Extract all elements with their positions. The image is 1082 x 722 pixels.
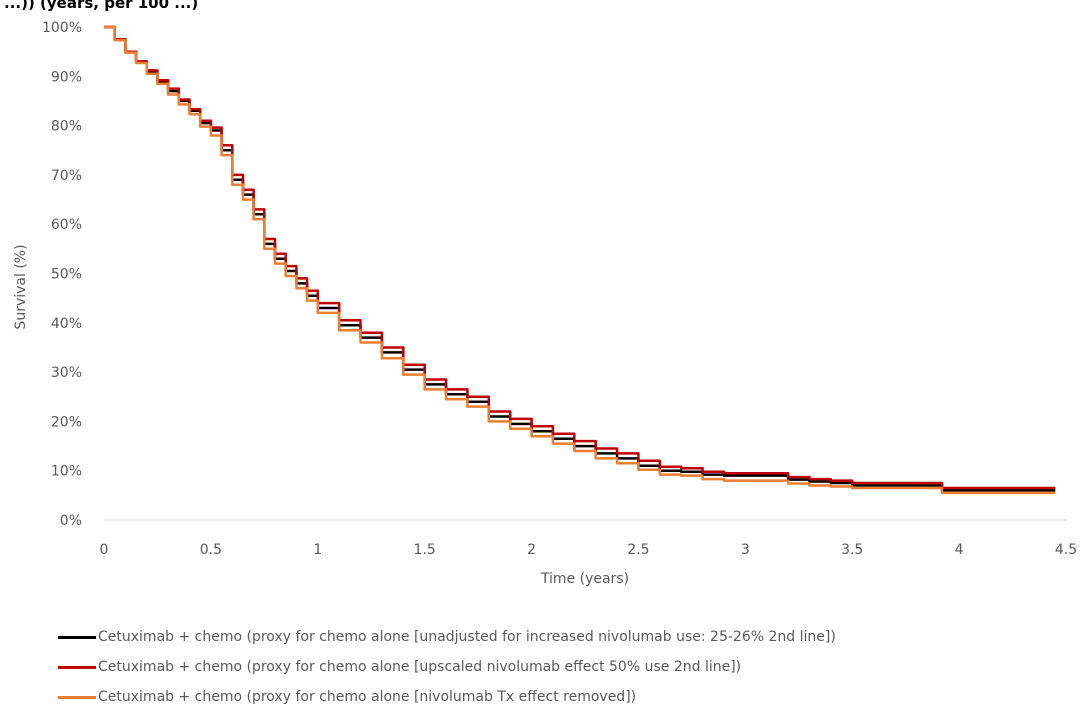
x-axis-title: Time (years)	[540, 571, 629, 587]
legend-swatch-orange	[58, 695, 96, 699]
legend: Cetuximab + chemo (proxy for chemo alone…	[58, 622, 836, 712]
y-tick-label: 90%	[51, 69, 82, 85]
y-tick-label: 70%	[51, 168, 82, 184]
y-tick-label: 10%	[51, 464, 82, 480]
legend-item-orange: Cetuximab + chemo (proxy for chemo alone…	[58, 682, 836, 712]
y-tick-label: 50%	[51, 267, 82, 283]
x-tick-label: 3	[741, 542, 750, 558]
legend-label-red: Cetuximab + chemo (proxy for chemo alone…	[98, 659, 742, 675]
legend-item-black: Cetuximab + chemo (proxy for chemo alone…	[58, 622, 836, 652]
x-tick-label: 4	[955, 542, 964, 558]
x-tick-labels: 0 0.5 1 1.5 2 2.5 3 3.5 4 4.5	[100, 542, 1078, 558]
legend-label-black: Cetuximab + chemo (proxy for chemo alone…	[98, 629, 836, 645]
legend-label-orange: Cetuximab + chemo (proxy for chemo alone…	[98, 689, 637, 705]
y-tick-label: 30%	[51, 365, 82, 381]
series-lines	[104, 25, 1056, 495]
y-tick-label: 100%	[42, 20, 82, 36]
y-tick-label: 60%	[51, 217, 82, 233]
x-tick-label: 2.5	[627, 542, 649, 558]
x-tick-label: 0	[100, 542, 109, 558]
legend-swatch-black	[58, 635, 96, 639]
y-tick-label: 80%	[51, 119, 82, 135]
y-tick-label: 0%	[60, 513, 82, 529]
y-axis-title: Survival (%)	[13, 244, 29, 329]
y-tick-labels: 0% 10% 20% 30% 40% 50% 60% 70% 80% 90% 100%	[42, 20, 82, 529]
series-line-1	[104, 25, 1056, 492]
y-tick-label: 40%	[51, 316, 82, 332]
x-tick-label: 0.5	[200, 542, 222, 558]
x-tick-label: 4.5	[1055, 542, 1077, 558]
chart-title-fragment: ...)) (years, per 100 ...)	[4, 0, 198, 12]
x-tick-label: 1	[313, 542, 322, 558]
legend-swatch-red	[58, 665, 96, 669]
x-tick-label: 3.5	[841, 542, 863, 558]
series-line-2	[104, 25, 1056, 490]
y-tick-label: 20%	[51, 414, 82, 430]
x-tick-label: 2	[527, 542, 536, 558]
x-tick-label: 1.5	[414, 542, 436, 558]
series-line-3	[104, 25, 1056, 495]
legend-item-red: Cetuximab + chemo (proxy for chemo alone…	[58, 652, 836, 682]
